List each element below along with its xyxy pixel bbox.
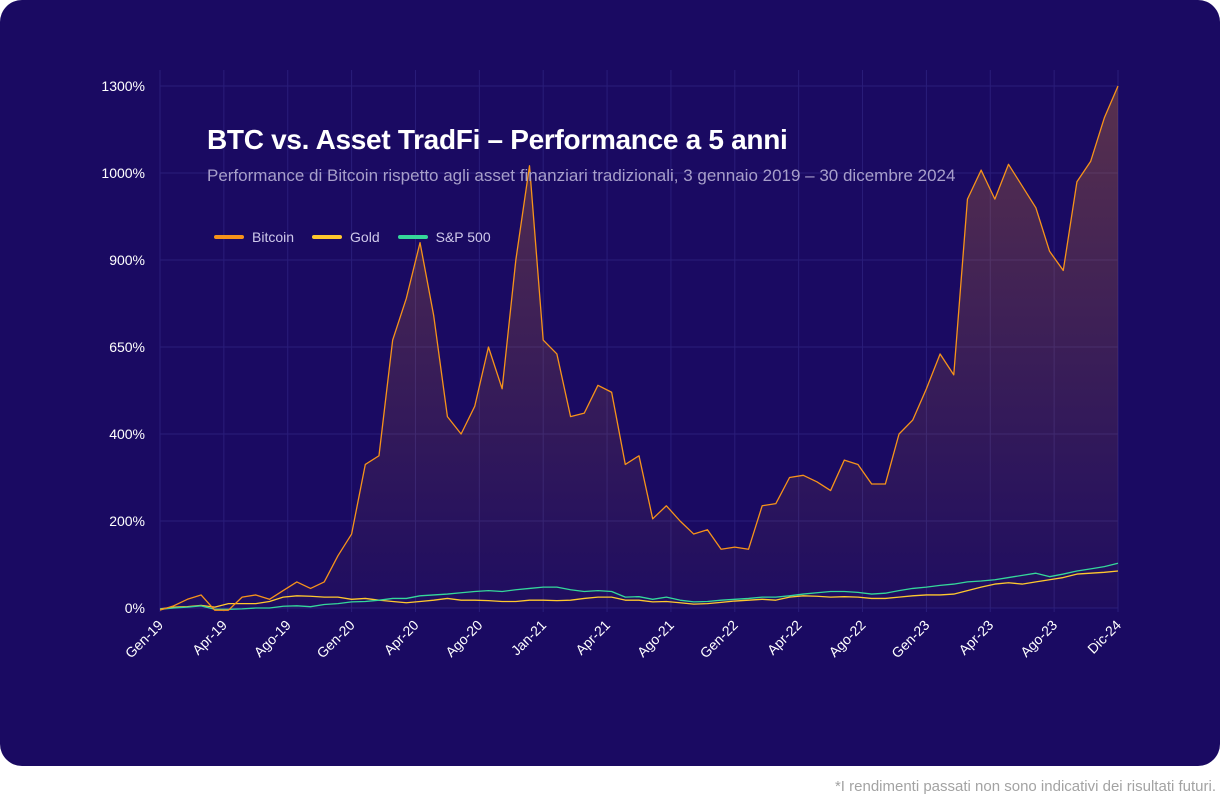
chart-title: BTC vs. Asset TradFi – Performance a 5 a…: [207, 124, 788, 155]
x-axis: Gen-19 Apr-19 Ago-19 Gen-20 Apr-20 Ago-20 Jan-…: [122, 617, 1124, 661]
y-tick-label: 1300%: [101, 78, 145, 94]
x-tick-label: Gen-22: [697, 617, 741, 661]
x-tick-label: Apr-19: [189, 617, 230, 658]
bitcoin-area: [160, 86, 1118, 611]
legend-item-gold: Gold: [312, 229, 380, 245]
x-tick-label: Apr-20: [381, 617, 422, 658]
x-tick-label: Jan-21: [508, 617, 550, 659]
x-tick-label: Ago-23: [1017, 617, 1060, 660]
x-tick-label: Apr-21: [572, 617, 613, 658]
x-tick-label: Ago-20: [442, 617, 485, 660]
legend-item-sp500: S&P 500: [397, 229, 491, 245]
x-tick-label: Apr-23: [955, 617, 996, 658]
disclaimer-footnote: *I rendimenti passati non sono indicativ…: [834, 778, 1216, 795]
x-tick-label: Ago-19: [251, 617, 294, 660]
x-tick-label: Ago-22: [825, 617, 868, 660]
line-chart: 0% 200% 400% 650% 900% 1000% 1300% Gen-19 Apr-1…: [101, 70, 1124, 661]
x-tick-label: Dic-24: [1084, 617, 1124, 657]
legend-swatch-gold: [312, 235, 343, 239]
y-tick-label: 400%: [109, 426, 145, 442]
y-axis: 0% 200% 400% 650% 900% 1000% 1300%: [101, 78, 145, 616]
x-tick-label: Ago-21: [634, 617, 677, 660]
chart-card: 0% 200% 400% 650% 900% 1000% 1300% Gen-19 Apr-1…: [0, 0, 1220, 766]
x-tick-label: Gen-20: [313, 617, 357, 661]
y-tick-label: 1000%: [101, 165, 145, 181]
x-tick-label: Gen-23: [888, 617, 932, 661]
legend-item-bitcoin: Bitcoin: [214, 229, 294, 245]
legend: Bitcoin Gold S&P 500: [214, 229, 491, 245]
legend-label-sp500: S&P 500: [435, 229, 491, 245]
legend-label-bitcoin: Bitcoin: [252, 229, 295, 245]
series-line-gold: [159, 570, 1119, 610]
y-tick-label: 900%: [109, 252, 145, 268]
series-line-s-p-500: [159, 562, 1119, 610]
legend-swatch-bitcoin: [214, 235, 244, 239]
series-lines: [159, 85, 1119, 611]
series-line-bitcoin: [159, 85, 1119, 611]
bitcoin-area-fill: [160, 86, 1118, 611]
x-tick-label: Apr-22: [764, 617, 805, 658]
legend-label-gold: Gold: [350, 229, 380, 245]
chart-subtitle: Performance di Bitcoin rispetto agli ass…: [207, 166, 956, 185]
y-tick-label: 650%: [109, 339, 145, 355]
y-tick-label: 200%: [109, 513, 145, 529]
legend-swatch-sp500: [397, 235, 428, 239]
x-tick-label: Gen-19: [122, 617, 166, 661]
y-tick-label: 0%: [125, 600, 145, 616]
